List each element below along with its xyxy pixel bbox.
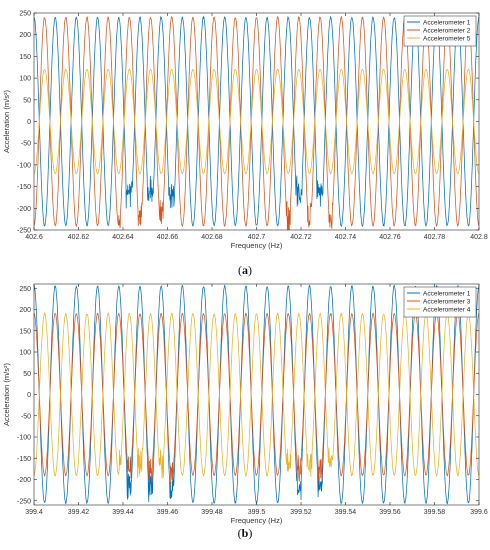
- y-tick-label: 0: [27, 119, 31, 126]
- series-line-accelerometer-1: [34, 15, 479, 228]
- y-tick-label: 250: [19, 286, 31, 293]
- series-line-accelerometer-3: [34, 312, 479, 485]
- y-axis-label: Acceleration (m/s²): [2, 363, 11, 426]
- y-tick-label: 100: [19, 350, 31, 357]
- x-tick-label: 399.56: [379, 509, 401, 516]
- y-tick-label: -250: [17, 498, 31, 505]
- y-tick-label: 200: [19, 307, 31, 314]
- y-axis-label: Acceleration (m/s²): [2, 90, 11, 153]
- figure-caption: (b): [238, 526, 253, 540]
- x-tick-label: 402.76: [379, 234, 401, 241]
- legend-label: Accelerometer 1: [423, 19, 471, 26]
- y-tick-label: 50: [23, 371, 31, 378]
- plot-area: [34, 284, 479, 505]
- x-tick-label: 399.52: [290, 509, 312, 516]
- x-tick-label: 402.74: [335, 234, 357, 241]
- x-tick-label: 402.66: [157, 234, 179, 241]
- y-tick-label: -250: [17, 228, 31, 235]
- y-tick-label: -150: [17, 456, 31, 463]
- caption-open: (: [238, 526, 242, 540]
- figure-caption: (a): [238, 263, 252, 277]
- x-tick-label: 402.64: [112, 234, 134, 241]
- y-tick-label: 100: [19, 76, 31, 83]
- x-tick-label: 399.42: [68, 509, 90, 516]
- x-tick-label: 402.6: [25, 234, 43, 241]
- y-tick-label: -100: [17, 435, 31, 442]
- x-tick-label: 402.72: [290, 234, 312, 241]
- x-tick-label: 399.54: [335, 509, 357, 516]
- caption-open: (: [238, 263, 242, 277]
- y-tick-label: 250: [19, 11, 31, 18]
- x-tick-label: 399.6: [470, 509, 488, 516]
- y-tick-label: -50: [21, 141, 31, 148]
- x-tick-label: 399.44: [112, 509, 134, 516]
- x-tick-label: 402.78: [424, 234, 446, 241]
- caption-close: ): [248, 526, 252, 540]
- x-axis-label: Frequency (Hz): [231, 241, 283, 250]
- x-tick-label: 399.4: [25, 509, 43, 516]
- y-tick-label: -200: [17, 477, 31, 484]
- y-tick-label: 150: [19, 54, 31, 61]
- x-tick-label: 402.62: [68, 234, 90, 241]
- x-axis-label: Frequency (Hz): [231, 516, 283, 525]
- x-tick-label: 399.46: [157, 509, 179, 516]
- legend-box: [403, 286, 477, 318]
- x-tick-label: 402.8: [470, 234, 488, 241]
- caption-letter: a: [242, 263, 248, 277]
- plot-area: [34, 13, 479, 230]
- x-tick-label: 399.58: [424, 509, 446, 516]
- y-tick-label: -100: [17, 162, 31, 169]
- y-tick-label: -200: [17, 206, 31, 213]
- y-tick-label: -150: [17, 184, 31, 191]
- chart-0: 402.6 402.62 402.64 402.66 402.68 402.7 402.72…: [2, 11, 488, 278]
- legend-label: Accelerometer 3: [423, 298, 471, 305]
- y-tick-label: 50: [23, 97, 31, 104]
- chart-1: 399.4 399.42 399.44 399.46 399.48 399.5 399.52…: [2, 283, 488, 540]
- caption-close: ): [248, 263, 252, 277]
- y-tick-label: 200: [19, 32, 31, 39]
- x-tick-label: 399.48: [201, 509, 223, 516]
- x-tick-label: 402.68: [201, 234, 223, 241]
- legend-label: Accelerometer 2: [423, 27, 471, 34]
- legend-box: [403, 15, 477, 47]
- x-tick-label: 399.5: [248, 509, 266, 516]
- legend-label: Accelerometer 1: [423, 290, 471, 297]
- y-tick-label: 0: [27, 392, 31, 399]
- y-tick-label: -50: [21, 413, 31, 420]
- caption-letter: b: [242, 526, 249, 540]
- legend-label: Accelerometer 4: [423, 306, 471, 313]
- series-line-accelerometer-5: [34, 68, 479, 175]
- x-tick-label: 402.7: [248, 234, 266, 241]
- y-tick-label: 150: [19, 328, 31, 335]
- legend-label: Accelerometer 5: [423, 35, 471, 42]
